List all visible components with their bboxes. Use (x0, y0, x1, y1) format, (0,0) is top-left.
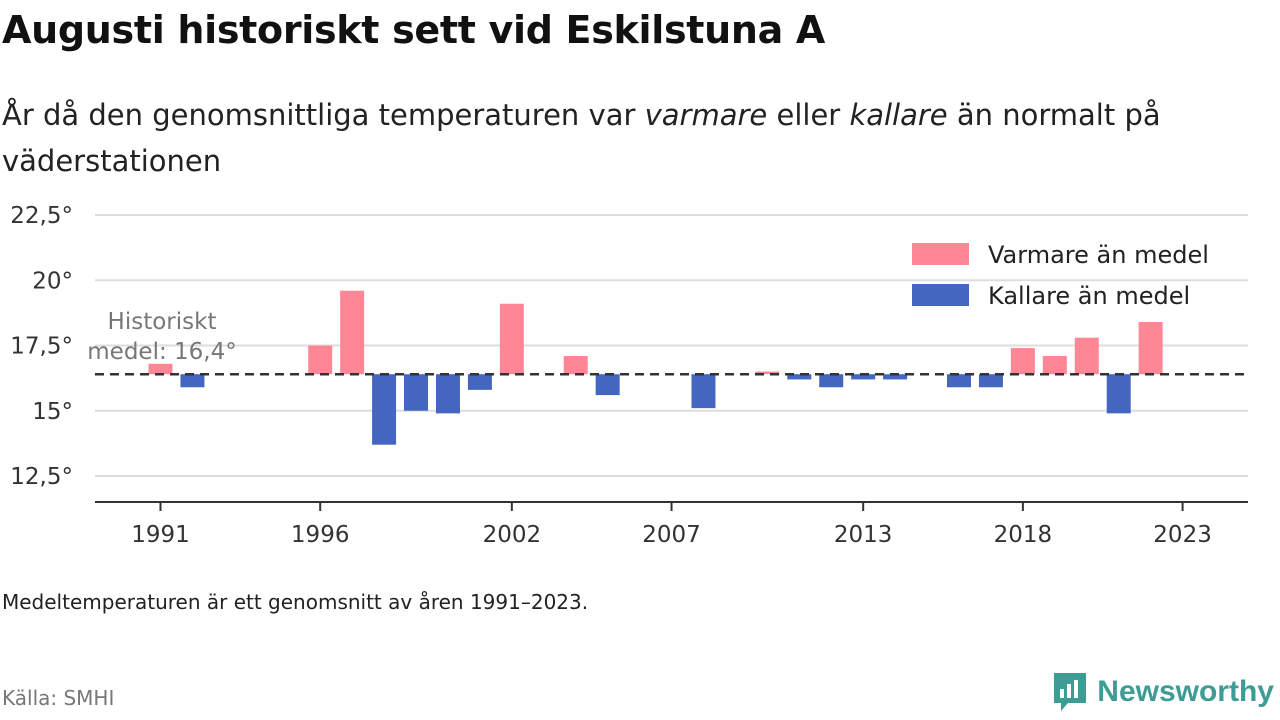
grid-lines: 12,5° 15° 17,5° 20° 22,5° (10, 203, 1248, 490)
legend-label: Kallare än medel (988, 282, 1190, 310)
y-tick-label: 20° (32, 268, 73, 294)
bar-warm (755, 371, 780, 375)
footnote: Medeltemperaturen är ett genomsnitt av å… (2, 590, 589, 614)
temperature-chart: 12,5° 15° 17,5° 20° 22,5° Historiskt medel: 1… (10, 203, 1248, 548)
bar-cold (787, 374, 812, 380)
x-tick-label: 1996 (291, 522, 350, 548)
chart-subtitle: År då den genomsnittliga temperaturen va… (2, 92, 1232, 184)
x-tick-label: 2013 (834, 522, 893, 548)
bar-cold (978, 374, 1003, 388)
bar-warm (308, 345, 333, 375)
x-tick-label: 2002 (483, 522, 542, 548)
bar-cold (851, 374, 876, 380)
brand-name: Newsworthy (1097, 675, 1274, 708)
y-tick-label: 12,5° (10, 464, 73, 490)
bars (148, 290, 1163, 445)
chart-title: Augusti historiskt sett vid Eskilstuna A (2, 8, 826, 52)
x-tick-label: 2018 (994, 522, 1053, 548)
bar-cold (691, 374, 716, 409)
y-tick-label: 17,5° (10, 334, 73, 360)
subtitle-part-3: än normalt på väderstationen (2, 98, 1161, 178)
legend: Varmare än medel Kallare än medel (912, 241, 1209, 310)
x-tick-label: 1991 (131, 522, 190, 548)
x-tick-label: 2007 (642, 522, 701, 548)
source-label: Källa: SMHI (2, 686, 115, 710)
bar-warm (1010, 348, 1035, 375)
subtitle-part-2: eller (767, 98, 850, 132)
bar-warm (1074, 337, 1099, 375)
bar-warm (1138, 322, 1163, 375)
bar-warm (340, 290, 365, 375)
reference-layer: Historiskt medel: 16,4° (87, 309, 1248, 376)
bar-warm (563, 355, 588, 375)
x-axis: 1991 1996 2002 2007 2013 2018 2023 (95, 501, 1248, 548)
bar-cold (404, 374, 429, 411)
y-tick-label: 22,5° (10, 203, 73, 229)
legend-swatch (912, 284, 969, 306)
reference-label-line: Historiskt (108, 309, 217, 335)
bar-cold (180, 374, 205, 388)
subtitle-part-1: År då den genomsnittliga temperaturen va… (2, 98, 645, 132)
legend-label: Varmare än medel (988, 241, 1209, 269)
subtitle-warm-word: varmare (644, 98, 768, 132)
bar-cold (372, 374, 397, 445)
legend-swatch (912, 243, 969, 265)
bar-cold (1106, 374, 1131, 414)
bar-cold (595, 374, 620, 396)
subtitle-cold-word: kallare (849, 98, 948, 132)
newsworthy-logo-icon (1054, 673, 1087, 711)
x-tick-label: 2023 (1153, 522, 1212, 548)
bar-cold (883, 374, 908, 380)
bar-cold (467, 374, 492, 390)
brand-logo: Newsworthy (1051, 670, 1274, 714)
bar-cold (947, 374, 971, 388)
bar-cold (435, 374, 460, 414)
reference-label-line: medel: 16,4° (87, 339, 236, 365)
bar-warm (148, 363, 173, 375)
bar-cold (819, 374, 844, 388)
bar-warm (1042, 355, 1067, 375)
y-tick-label: 15° (32, 399, 73, 425)
reference-label: Historiskt medel: 16,4° (87, 309, 236, 365)
bar-warm (499, 303, 524, 375)
